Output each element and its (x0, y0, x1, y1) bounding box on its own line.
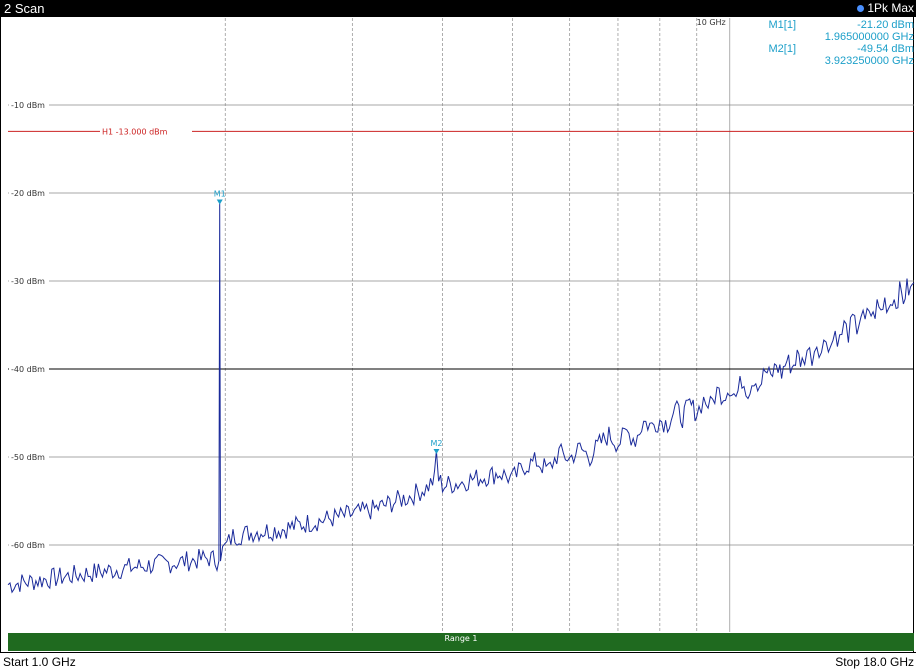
limit-line-label: H1 -13.000 dBm (102, 127, 168, 136)
limit-label-background (100, 125, 192, 137)
marker-group: M1 M2 (214, 190, 442, 454)
marker-triangle (216, 199, 223, 205)
range-bar-label: Range 1 (445, 634, 478, 643)
y-tick-label: -60 dBm (11, 541, 45, 550)
tick-label-background (9, 275, 49, 286)
marker-name: M2[1] (768, 43, 796, 55)
tick-label-background (9, 451, 49, 462)
spectrum-plot: 10 GHz -10 dBm -20 dBm -30 dBm -40 dBm -50 d… (7, 18, 915, 651)
tick-label-background (9, 363, 49, 374)
start-frequency: Start 1.0 GHz (3, 655, 76, 669)
marker-frequency: 1.965000000 GHz (824, 31, 914, 43)
vertical-grid: 10 GHz (224, 18, 731, 632)
marker-level: -49.54 dBm (857, 43, 914, 55)
y-tick-label: -50 dBm (11, 453, 45, 462)
title-bar: 2 Scan 1Pk Max (0, 0, 916, 17)
tick-label-background (9, 539, 49, 550)
marker-frequency: 3.923250000 GHz (824, 55, 914, 67)
footer-bar: Start 1.0 GHz Stop 18.0 GHz (0, 652, 916, 671)
detector-label: 1Pk Max (867, 1, 914, 15)
horizontal-grid (8, 104, 914, 546)
marker-label: M2 (430, 439, 442, 448)
marker-label: M1 (214, 190, 226, 199)
y-tick-label: -30 dBm (11, 277, 45, 286)
limit-line-group: H1 -13.000 dBm (8, 125, 914, 137)
tick-label-background (9, 187, 49, 198)
range-bar (8, 633, 914, 651)
tick-label-background (9, 99, 49, 110)
marker-level: -21.20 dBm (857, 19, 914, 31)
y-tick-labels: -10 dBm -20 dBm -30 dBm -40 dBm -50 dBm -60 d… (9, 99, 49, 550)
spectrum-trace (7, 203, 915, 594)
y-tick-label: -20 dBm (11, 189, 45, 198)
marker-triangle (433, 448, 440, 454)
range-bar-group: Range 1 (8, 633, 914, 651)
y-tick-label: -10 dBm (11, 101, 45, 110)
trace-group (7, 203, 915, 594)
freq-marker-label: 10 GHz (697, 18, 726, 27)
marker-name: M1[1] (768, 19, 796, 31)
stop-frequency: Stop 18.0 GHz (835, 655, 914, 669)
trace-indicator-icon (857, 5, 865, 13)
y-tick-label: -40 dBm (11, 365, 45, 374)
detector-indicator: 1Pk Max (857, 0, 914, 17)
window-title: 2 Scan (4, 1, 45, 16)
